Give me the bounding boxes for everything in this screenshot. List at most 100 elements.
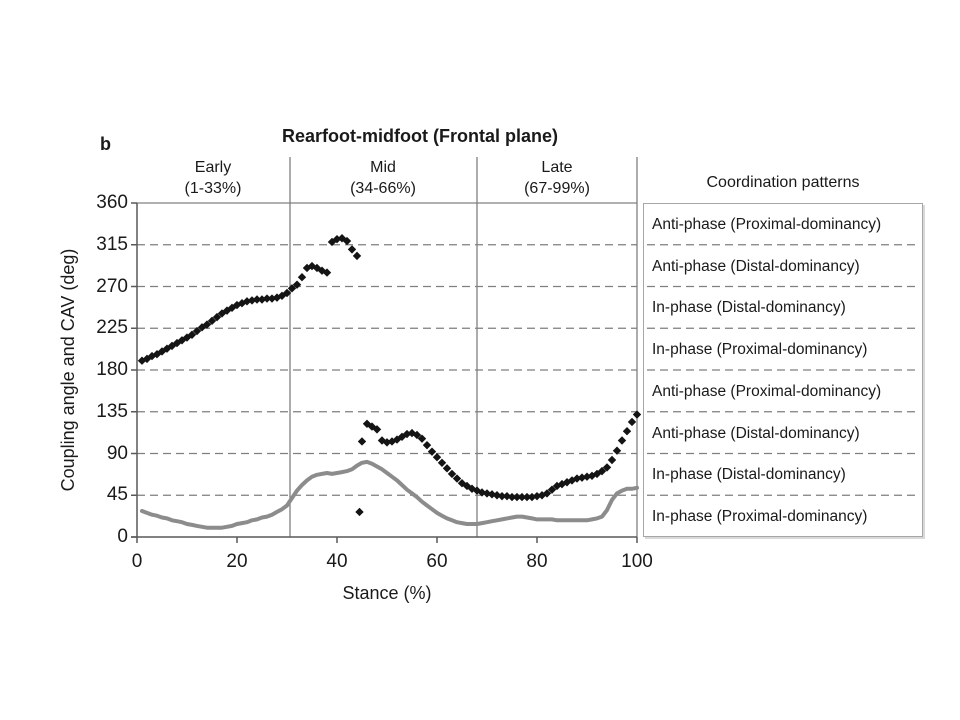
- x-tick-label: 100: [621, 551, 653, 572]
- legend-row: Anti-phase (Proximal-dominancy): [644, 371, 922, 413]
- diamond-marker: [322, 268, 332, 277]
- diamond-marker: [562, 478, 572, 487]
- diamond-marker: [167, 341, 177, 351]
- cav-line-series: [140, 459, 639, 530]
- legend-row: Anti-phase (Distal-dominancy): [644, 413, 922, 455]
- legend-row-label: Anti-phase (Distal-dominancy): [652, 424, 860, 442]
- diamond-marker: [272, 293, 282, 302]
- diamond-marker: [292, 280, 302, 289]
- diamond-marker: [387, 437, 397, 446]
- diamond-marker: [355, 507, 364, 517]
- y-tick-label: 180: [96, 359, 128, 380]
- diamond-marker: [492, 491, 502, 500]
- diamond-marker: [332, 234, 342, 244]
- diamond-marker: [267, 294, 277, 303]
- diamond-marker: [247, 296, 257, 305]
- diamond-marker: [477, 488, 487, 497]
- diamond-marker: [257, 295, 267, 304]
- diamond-marker: [597, 466, 607, 476]
- diamond-marker: [482, 489, 492, 498]
- diamond-marker: [172, 338, 182, 348]
- diamond-marker: [567, 476, 577, 485]
- diamond-marker: [232, 300, 242, 310]
- chart-title: Rearfoot-midfoot (Frontal plane): [282, 126, 558, 146]
- diamond-marker: [472, 486, 482, 495]
- panel-label: b: [100, 134, 111, 154]
- phase-range: (34-66%): [350, 180, 416, 197]
- legend-row-label: In-phase (Distal-dominancy): [652, 299, 846, 317]
- diamond-marker: [587, 471, 597, 480]
- y-tick-label: 315: [96, 233, 128, 255]
- diamond-marker: [287, 284, 297, 293]
- phase-range: (67-99%): [524, 180, 590, 197]
- legend-row: In-phase (Distal-dominancy): [644, 455, 922, 497]
- legend-row-label: In-phase (Proximal-dominancy): [652, 341, 868, 359]
- diamond-marker: [622, 427, 632, 436]
- diamond-marker: [392, 435, 402, 444]
- diamond-marker: [262, 294, 272, 303]
- diamond-marker: [222, 306, 232, 315]
- diamond-marker: [467, 484, 477, 493]
- diamond-marker: [342, 236, 352, 246]
- diamond-marker: [307, 261, 317, 271]
- diamond-marker: [437, 458, 447, 467]
- diamond-marker: [462, 481, 472, 491]
- phase-name: Mid: [370, 159, 396, 176]
- diamond-marker: [277, 291, 287, 300]
- diamond-marker: [557, 479, 567, 489]
- x-tick-label: 80: [526, 551, 548, 572]
- x-tick-label: 60: [426, 551, 448, 572]
- y-tick-label: 360: [96, 192, 128, 213]
- diamond-marker: [447, 469, 457, 479]
- diamond-marker: [317, 266, 327, 275]
- diamond-marker: [357, 437, 367, 446]
- diamond-marker: [577, 473, 587, 482]
- diamond-marker: [507, 492, 517, 502]
- diamond-marker: [352, 251, 362, 261]
- y-tick-label: 90: [106, 442, 128, 464]
- legend-row-label: Anti-phase (Distal-dominancy): [652, 257, 860, 275]
- diamond-marker: [497, 491, 507, 501]
- phase-label-late: Late (67-99%): [472, 157, 642, 199]
- diamond-marker: [177, 336, 187, 345]
- diamond-marker: [592, 469, 602, 479]
- diamond-marker: [212, 312, 222, 322]
- legend-row: In-phase (Proximal-dominancy): [644, 496, 922, 538]
- diamond-marker: [602, 463, 612, 472]
- diamond-marker: [427, 447, 437, 456]
- diamond-marker: [432, 453, 442, 462]
- y-tick-label: 225: [96, 317, 128, 339]
- diamond-marker: [402, 429, 412, 439]
- phase-name: Early: [194, 159, 232, 176]
- diamond-marker: [327, 237, 337, 247]
- diamond-marker: [412, 430, 422, 440]
- diamond-marker: [537, 491, 547, 500]
- legend-row: Anti-phase (Proximal-dominancy): [644, 204, 922, 246]
- diamond-marker: [227, 303, 237, 313]
- diamond-marker: [572, 474, 582, 483]
- legend-row-label: In-phase (Distal-dominancy): [652, 466, 846, 484]
- diamond-marker: [377, 436, 387, 445]
- diamond-marker: [372, 425, 382, 434]
- legend-row-label: Anti-phase (Proximal-dominancy): [652, 215, 882, 233]
- diamond-marker: [367, 422, 377, 431]
- x-tick-label: 40: [326, 551, 348, 572]
- diamond-marker: [337, 234, 347, 243]
- legend-row: In-phase (Distal-dominancy): [644, 288, 922, 330]
- diamond-marker: [187, 330, 197, 339]
- coupling-angle-scatter-series: [137, 234, 642, 517]
- diamond-marker: [347, 245, 357, 254]
- diamond-marker: [237, 299, 247, 308]
- y-tick-label: 135: [96, 400, 128, 422]
- diamond-marker: [297, 273, 307, 282]
- diamond-marker: [532, 491, 542, 501]
- y-tick-label: 45: [106, 484, 128, 506]
- diamond-marker: [197, 323, 207, 332]
- diamond-marker: [632, 410, 642, 419]
- diamond-marker: [612, 446, 622, 455]
- diamond-marker: [252, 295, 262, 304]
- x-tick-label: 0: [131, 551, 143, 572]
- x-tick-label: 20: [226, 551, 248, 572]
- diamond-marker: [627, 417, 637, 427]
